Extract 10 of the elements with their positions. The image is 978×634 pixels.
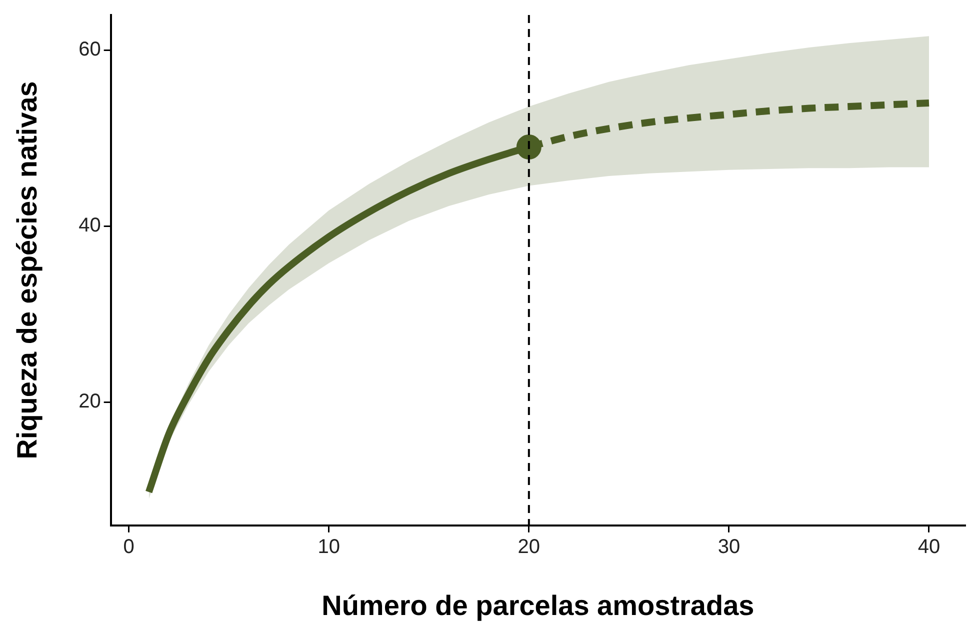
y-tick-label: 60 [78,38,101,61]
x-tick-label: 30 [718,536,740,558]
x-tick-label: 40 [918,536,940,558]
x-tick-label: 0 [123,536,134,558]
y-tick-label: 20 [78,390,101,413]
y-tick-label: 40 [78,214,101,237]
x-tick-label: 20 [518,536,540,558]
y-axis-title: Riqueza de espécies nativas [12,81,43,460]
x-axis-title: Número de parcelas amostradas [322,590,754,621]
x-tick-label: 10 [318,536,340,558]
